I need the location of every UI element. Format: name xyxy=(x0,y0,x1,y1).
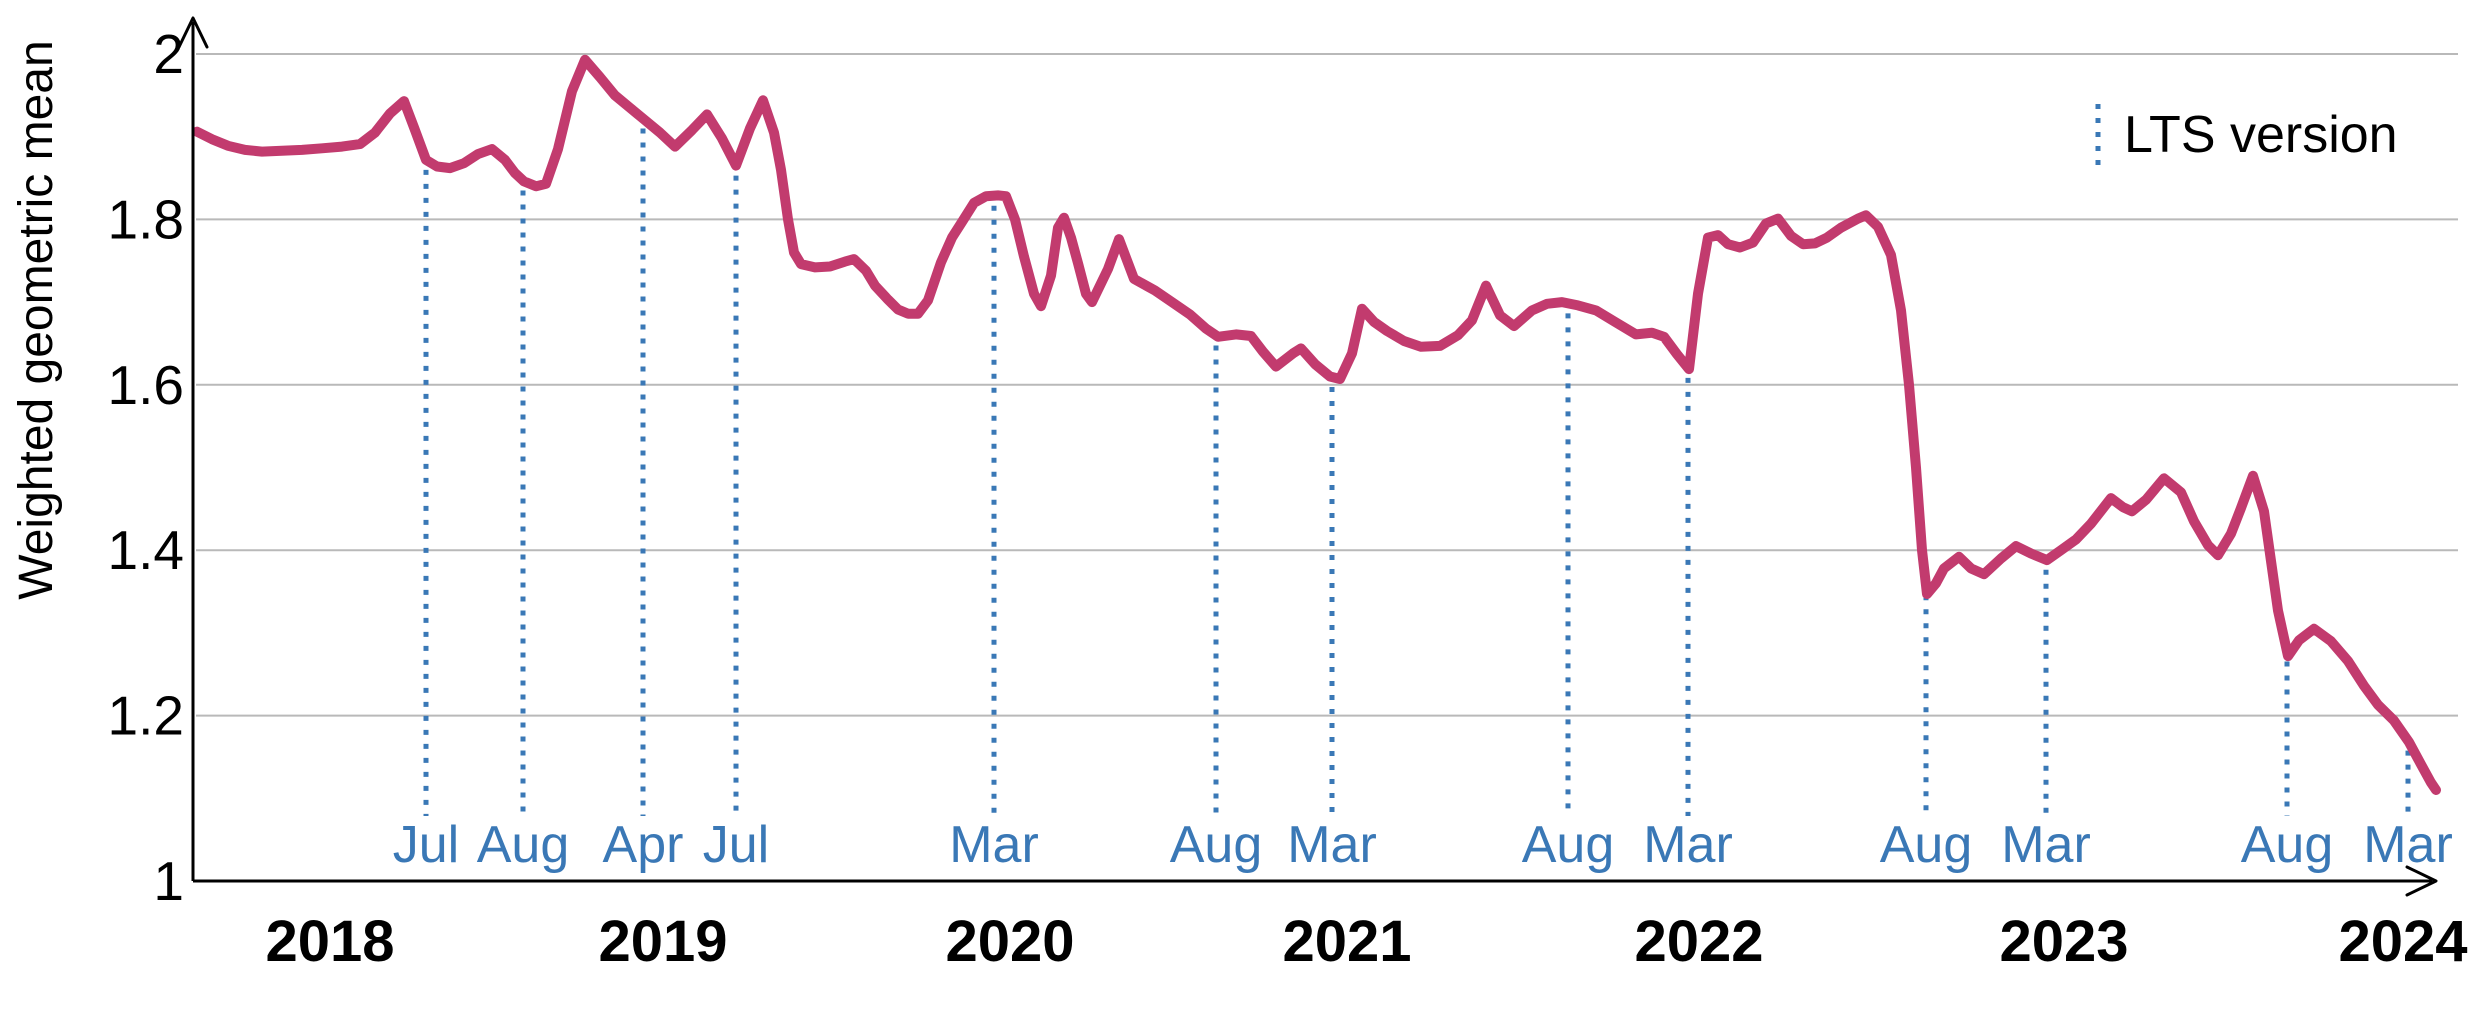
lts-month-label: Mar xyxy=(2001,816,2091,874)
x-year-label: 2018 xyxy=(265,909,394,974)
lts-month-label: Jul xyxy=(703,816,769,874)
lts-month-label: Aug xyxy=(1880,816,1973,874)
x-year-label: 2024 xyxy=(2338,909,2467,974)
y-tick-label: 2 xyxy=(153,23,184,85)
lts-month-label: Aug xyxy=(477,816,570,874)
lts-month-label: Aug xyxy=(1170,816,1263,874)
lts-month-label: Mar xyxy=(949,816,1039,874)
lts-month-label: Mar xyxy=(1287,816,1377,874)
y-tick-label: 1 xyxy=(153,850,184,912)
y-tick-label: 1.2 xyxy=(108,685,184,747)
lts-month-label: Mar xyxy=(2363,816,2453,874)
y-axis-title: Weighted geometric mean xyxy=(10,40,63,599)
y-tick-label: 1.6 xyxy=(108,354,184,416)
axis-labels-layer: 2 1.8 1.6 1.4 1.2 1 2018 2019 2020 2021 2022 2023 20… xyxy=(108,23,2468,974)
x-year-label: 2023 xyxy=(1999,909,2128,974)
legend: LTS version xyxy=(2095,104,2398,167)
y-tick-label: 1.4 xyxy=(108,519,184,581)
lts-month-label: Mar xyxy=(1643,816,1733,874)
lts-markers-layer: Jul Aug Apr Jul Mar Aug Mar Aug Mar Aug Mar Aug Mar xyxy=(393,128,2453,874)
axes-layer xyxy=(177,16,2438,897)
x-year-label: 2021 xyxy=(1282,909,1411,974)
lts-month-label: Aug xyxy=(2241,816,2334,874)
x-year-label: 2022 xyxy=(1634,909,1763,974)
x-year-label: 2020 xyxy=(945,909,1074,974)
x-axis-arrow-icon xyxy=(2405,865,2438,897)
gridlines-layer xyxy=(196,53,2458,717)
lts-month-label: Aug xyxy=(1522,816,1615,874)
lts-month-label: Apr xyxy=(603,816,684,874)
series-line xyxy=(192,54,2441,795)
x-year-label: 2019 xyxy=(598,909,727,974)
y-tick-label: 1.8 xyxy=(108,188,184,250)
lts-month-label: Jul xyxy=(393,816,459,874)
y-axis-arrow-icon xyxy=(177,16,209,49)
legend-label: LTS version xyxy=(2124,106,2398,164)
series-layer xyxy=(192,54,2441,795)
